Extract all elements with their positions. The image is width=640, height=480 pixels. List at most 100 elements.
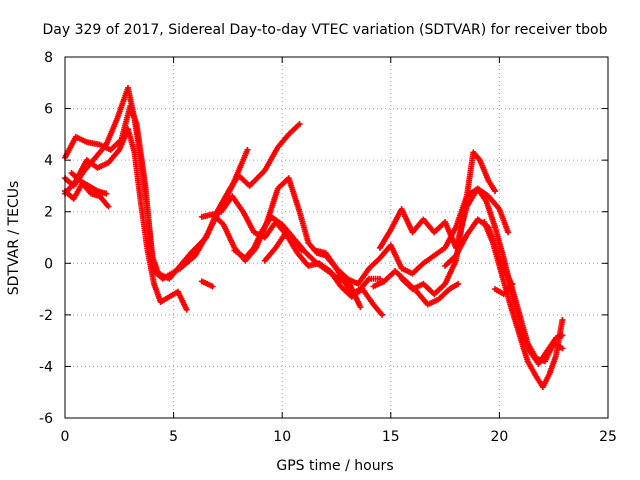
x-tick-label: 10: [273, 429, 291, 445]
data-point: [502, 256, 506, 260]
data-point: [298, 210, 302, 214]
data-point: [421, 282, 425, 286]
series-sat16: [481, 219, 566, 391]
data-point: [382, 279, 386, 283]
data-point: [96, 166, 100, 170]
data-point: [306, 241, 310, 245]
data-point: [70, 171, 74, 175]
data-point: [126, 86, 130, 90]
data-point: [443, 220, 447, 224]
data-point: [306, 264, 310, 268]
x-axis-label: GPS time / hours: [276, 458, 393, 474]
data-point: [313, 248, 317, 252]
data-point: [324, 251, 328, 255]
series-sat14: [370, 268, 462, 308]
y-tick-label: -6: [39, 411, 53, 427]
data-point: [534, 357, 538, 361]
data-point: [104, 192, 108, 196]
data-point: [146, 248, 150, 252]
data-point: [106, 161, 110, 165]
data-point: [443, 264, 447, 268]
data-point: [269, 215, 273, 219]
data-point: [482, 220, 486, 224]
data-point: [500, 272, 504, 276]
data-point: [443, 282, 447, 286]
data-point: [471, 150, 475, 154]
data-point: [280, 223, 284, 227]
series-sat5: [68, 170, 110, 197]
data-point: [96, 189, 100, 193]
data-point: [541, 385, 545, 389]
data-point: [126, 127, 130, 131]
data-point: [508, 303, 512, 307]
data-point: [232, 248, 236, 252]
y-tick-label: -2: [39, 308, 53, 324]
data-point: [245, 148, 249, 152]
data-point: [295, 251, 299, 255]
ticks: 0 5 10 15 20 25 -6 -4 -2 0 2 4 6 8: [39, 50, 617, 445]
series-sat6: [198, 278, 216, 290]
data-point: [432, 254, 436, 258]
data-point: [339, 284, 343, 288]
data-point: [389, 243, 393, 247]
data-point: [517, 310, 521, 314]
data-point: [139, 202, 143, 206]
data-point: [263, 236, 267, 239]
data-point: [508, 279, 512, 283]
data-point: [378, 256, 382, 260]
data-point: [87, 184, 91, 188]
data-point: [222, 223, 226, 227]
data-point: [487, 194, 491, 198]
x-tick-label: 20: [490, 429, 508, 445]
y-tick-label: 2: [44, 205, 53, 221]
data-point: [526, 341, 530, 345]
data-point: [263, 259, 267, 263]
data-point: [252, 230, 256, 234]
data-point: [206, 230, 210, 234]
data-point: [133, 117, 137, 121]
data-point: [361, 287, 365, 291]
data-point: [211, 284, 215, 288]
data-point: [389, 228, 393, 232]
data-point: [193, 254, 197, 258]
data-point: [304, 251, 308, 255]
plot-frame: [64, 56, 609, 419]
data-point: [443, 246, 447, 250]
data-point: [465, 194, 469, 198]
series-sat10: [261, 231, 364, 311]
data-point: [176, 290, 180, 294]
data-point: [547, 372, 551, 376]
y-tick-label: 8: [44, 50, 53, 66]
x-tick-label: 5: [169, 429, 178, 445]
data-point: [454, 225, 458, 229]
data-point: [104, 143, 108, 147]
data-point: [560, 346, 564, 350]
data-point: [456, 282, 460, 286]
data-point: [74, 135, 78, 139]
data-point: [261, 228, 265, 232]
data-point: [367, 277, 371, 281]
data-point: [200, 215, 204, 219]
data-point: [432, 230, 436, 234]
series-sat17: [492, 280, 516, 298]
data-point: [326, 269, 330, 273]
data-point: [189, 251, 193, 255]
data-point: [248, 184, 252, 188]
data-point: [89, 192, 93, 196]
data-point: [476, 217, 480, 221]
data-point: [337, 277, 341, 281]
data-point: [109, 148, 113, 152]
data-point: [367, 266, 371, 270]
data-point: [506, 230, 510, 234]
x-tick-label: 25: [599, 429, 617, 445]
data-point: [276, 187, 280, 191]
data-point: [478, 158, 482, 162]
x-tick-label: 0: [61, 429, 70, 445]
data-point: [252, 246, 256, 250]
data-point: [411, 230, 415, 234]
data-point: [85, 140, 89, 144]
data-point: [497, 207, 501, 211]
x-tick-label: 15: [382, 429, 400, 445]
chart-title: Day 329 of 2017, Sidereal Day-to-day VTE…: [42, 22, 607, 38]
data-point: [117, 148, 121, 152]
